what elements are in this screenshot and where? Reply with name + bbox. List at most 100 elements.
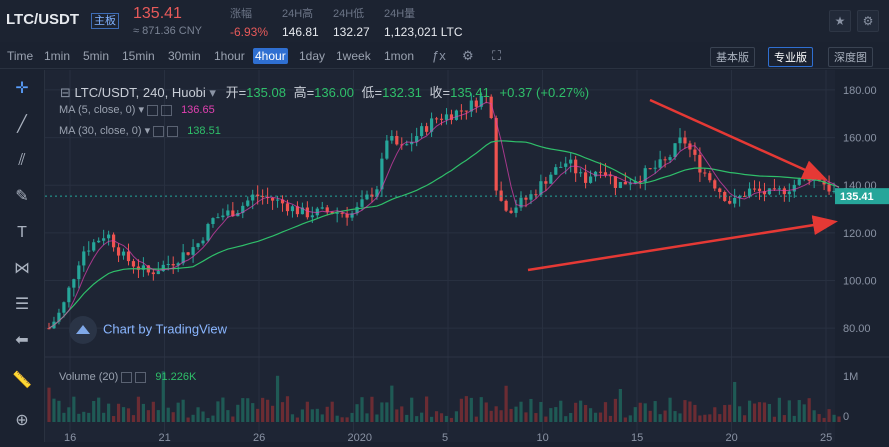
interval-1hour[interactable]: 1hour (214, 49, 245, 63)
candle-body (201, 240, 205, 244)
back-arrow-icon[interactable]: ⬅ (15, 332, 29, 349)
candle-body (519, 197, 523, 208)
trendline-icon[interactable]: ╱ (17, 116, 27, 133)
channel-icon[interactable]: ⫽ (18, 152, 26, 169)
price-chart[interactable]: 180.00 160.00 140.00 120.00 100.00 80.00 16 21 2… (45, 70, 889, 447)
fullscreen-icon[interactable]: ⛶ (492, 48, 502, 63)
volume-bar (772, 416, 777, 422)
interval-5min[interactable]: 5min (83, 49, 110, 63)
candle-body (762, 191, 767, 195)
time-tick-label: 15 (631, 432, 643, 442)
change-stat: 涨幅 -6.93% (230, 5, 268, 39)
candle-body (698, 154, 702, 173)
view-basic-button[interactable]: 基本版 (710, 47, 755, 67)
volume-bar (534, 413, 538, 422)
crosshair-icon[interactable]: ✛ (15, 80, 29, 97)
view-depth-button[interactable]: 深度图 (828, 47, 873, 67)
fib-icon[interactable]: ☰ (14, 296, 30, 313)
interval-30min[interactable]: 30min (168, 49, 201, 63)
volume-bar (613, 398, 618, 422)
brush-icon[interactable]: ✎ (15, 188, 29, 205)
symbol-label[interactable]: LTC/USDT, 240, Huobi (74, 85, 206, 100)
close-icon[interactable] (135, 371, 147, 383)
interval-1day[interactable]: 1day (299, 49, 326, 63)
volume-bar (633, 407, 637, 422)
pair-title[interactable]: LTC/USDT (6, 11, 80, 28)
last-price-tag-bg (835, 188, 889, 205)
candle-body (345, 213, 349, 218)
volume-bar (792, 415, 796, 422)
pattern-icon[interactable]: ⋈ (14, 260, 30, 277)
volume-bar (698, 415, 702, 422)
ma5-label[interactable]: MA (5, close, 0) (59, 104, 136, 116)
gear-icon[interactable]: ⚙ (857, 10, 879, 32)
volume-bar (196, 407, 200, 422)
volume-legend: Volume (20) 91.226K (59, 371, 196, 383)
volume-bar (733, 381, 737, 422)
volume-bar (752, 403, 757, 422)
candle-body (256, 194, 260, 197)
volume-label[interactable]: Volume (20) (59, 371, 119, 383)
volume-tick-label: 1M (843, 371, 858, 383)
volume-bar (166, 407, 170, 422)
candle-body (340, 212, 344, 214)
candle-body (569, 159, 573, 164)
interval-15min[interactable]: 15min (122, 49, 155, 63)
volume-bar (206, 417, 210, 422)
star-icon[interactable]: ★ (829, 10, 851, 32)
volume-bar (484, 402, 488, 422)
volume-bar (509, 408, 513, 422)
ruler-icon[interactable]: 📏 (12, 372, 32, 389)
volume-bar (489, 410, 493, 422)
volume-bar (802, 404, 806, 422)
candle-body (479, 95, 483, 107)
volume-bar (499, 410, 503, 422)
ma30-line (48, 140, 840, 329)
volume-bar (718, 414, 722, 422)
eye-icon[interactable] (147, 104, 158, 116)
volume-bar (782, 415, 786, 422)
close-icon[interactable] (161, 104, 172, 116)
chevron-down-icon[interactable]: ▾ (209, 85, 216, 100)
interval-1mon[interactable]: 1mon (384, 49, 415, 63)
eye-icon[interactable] (153, 125, 165, 137)
ma30-label[interactable]: MA (30, close, 0) (59, 125, 142, 137)
candle-body (459, 110, 463, 112)
candle-body (420, 126, 424, 137)
volume-bar (111, 416, 116, 422)
interval-1min[interactable]: 1min (44, 49, 71, 63)
volume-bar (564, 416, 568, 422)
candle-body (832, 190, 836, 192)
interval-1week[interactable]: 1week (336, 49, 371, 63)
candle-body (782, 188, 786, 195)
candle-body (305, 207, 309, 218)
candle-body (360, 199, 364, 207)
tradingview-watermark[interactable]: Chart by TradingView (69, 316, 227, 344)
interval-time[interactable]: Time (7, 49, 34, 63)
volume-bar (295, 417, 300, 422)
candle-body (703, 172, 707, 174)
view-pro-button[interactable]: 专业版 (768, 47, 813, 67)
volume-bar (380, 402, 384, 422)
volume-bar (757, 402, 762, 422)
candle-body (141, 265, 146, 270)
ma5-line (48, 101, 840, 329)
close-icon[interactable] (167, 125, 179, 137)
eye-icon[interactable] (121, 371, 133, 383)
candle-body (742, 196, 747, 198)
candle-body (275, 199, 280, 201)
interval-4hour[interactable]: 4hour (253, 48, 288, 64)
volume-bar (345, 417, 349, 422)
text-icon[interactable]: T (17, 224, 27, 241)
volume-bar (261, 397, 265, 422)
collapse-icon[interactable]: ⊟ (60, 85, 71, 100)
volume-bar (713, 407, 717, 422)
indicator-icon[interactable]: ƒx (432, 48, 446, 63)
volume-bar (420, 412, 424, 422)
volume-bar (350, 412, 354, 422)
settings-icon[interactable]: ⚙ (462, 48, 474, 63)
zoom-icon[interactable]: ⊕ (15, 412, 29, 429)
time-tick-label: 16 (64, 432, 76, 442)
candle-body (608, 175, 613, 177)
